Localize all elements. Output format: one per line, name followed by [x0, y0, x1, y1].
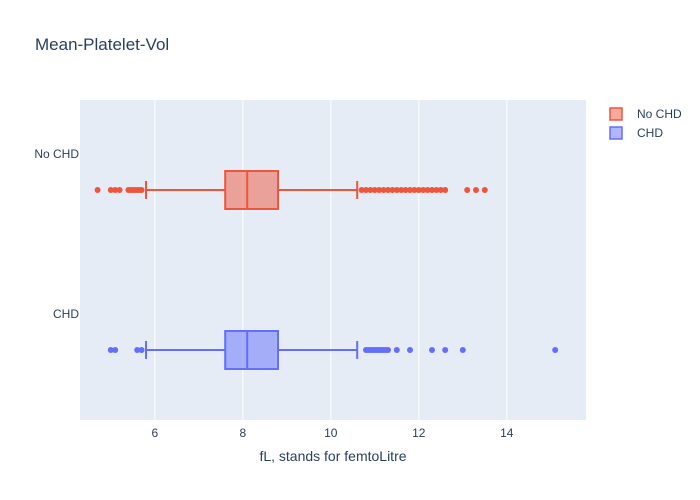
outlier-point	[481, 187, 488, 193]
box-trace-no-chd	[94, 170, 488, 210]
x-tick-label: 10	[324, 426, 338, 440]
outlier-point	[134, 347, 141, 353]
x-tick-label: 12	[412, 426, 426, 440]
legend-swatch	[609, 107, 623, 121]
outlier-point	[407, 187, 413, 193]
outlier-point	[112, 187, 119, 193]
y-tick-label: No CHD	[34, 147, 79, 161]
plot-background	[80, 100, 586, 420]
outlier-point	[389, 187, 396, 193]
outlier-point	[473, 187, 479, 193]
x-tick-label: 8	[239, 426, 246, 440]
outlier-point	[371, 187, 378, 193]
iqr-box	[224, 330, 279, 370]
outlier-point	[429, 347, 435, 353]
outlier-point	[393, 347, 400, 353]
outlier-point	[437, 187, 444, 193]
box-trace-chd	[107, 330, 559, 370]
outlier-point	[398, 187, 405, 193]
y-axis-ticks: CHD No CHD	[34, 147, 79, 321]
outlier-point	[94, 187, 101, 193]
y-tick-label: CHD	[53, 307, 79, 321]
legend-swatch	[609, 126, 623, 140]
chart-title: Mean-Platelet-Vol	[35, 35, 169, 54]
outlier-point	[433, 187, 440, 193]
outlier-point	[429, 187, 435, 193]
outlier-point	[407, 347, 413, 353]
outlier-point	[376, 187, 383, 193]
outlier-point	[112, 347, 119, 353]
legend-label: CHD	[637, 126, 663, 140]
outlier-point	[464, 187, 471, 193]
legend-label: No CHD	[637, 107, 682, 121]
outlier-point	[385, 347, 391, 353]
x-tick-label: 14	[500, 426, 514, 440]
outlier-point	[116, 187, 123, 193]
outlier-point	[363, 187, 369, 193]
box-traces	[94, 170, 559, 370]
outlier-point	[107, 347, 114, 353]
legend-item-chd[interactable]: CHD	[609, 126, 663, 140]
outlier-point	[420, 187, 427, 193]
outlier-point	[138, 347, 145, 353]
outlier-point	[138, 187, 145, 193]
outlier-point	[367, 187, 374, 193]
outlier-point	[393, 187, 400, 193]
iqr-box	[224, 170, 279, 210]
outlier-point	[358, 187, 365, 193]
x-axis-title: fL, stands for femtoLitre	[259, 448, 406, 464]
outlier-point	[552, 347, 559, 353]
outlier-point	[385, 187, 391, 193]
legend[interactable]: No CHD CHD	[609, 107, 682, 140]
outlier-point	[415, 187, 422, 193]
x-tick-label: 6	[151, 426, 158, 440]
outlier-point	[459, 347, 466, 353]
outlier-point	[424, 187, 431, 193]
outlier-point	[411, 187, 418, 193]
outlier-point	[380, 187, 387, 193]
outlier-point	[402, 187, 409, 193]
outlier-point	[442, 187, 449, 193]
legend-item-no-chd[interactable]: No CHD	[609, 107, 682, 121]
x-axis-ticks: 6 8 10 12 14	[151, 426, 513, 440]
outlier-point	[107, 187, 114, 193]
outlier-point	[442, 347, 449, 353]
